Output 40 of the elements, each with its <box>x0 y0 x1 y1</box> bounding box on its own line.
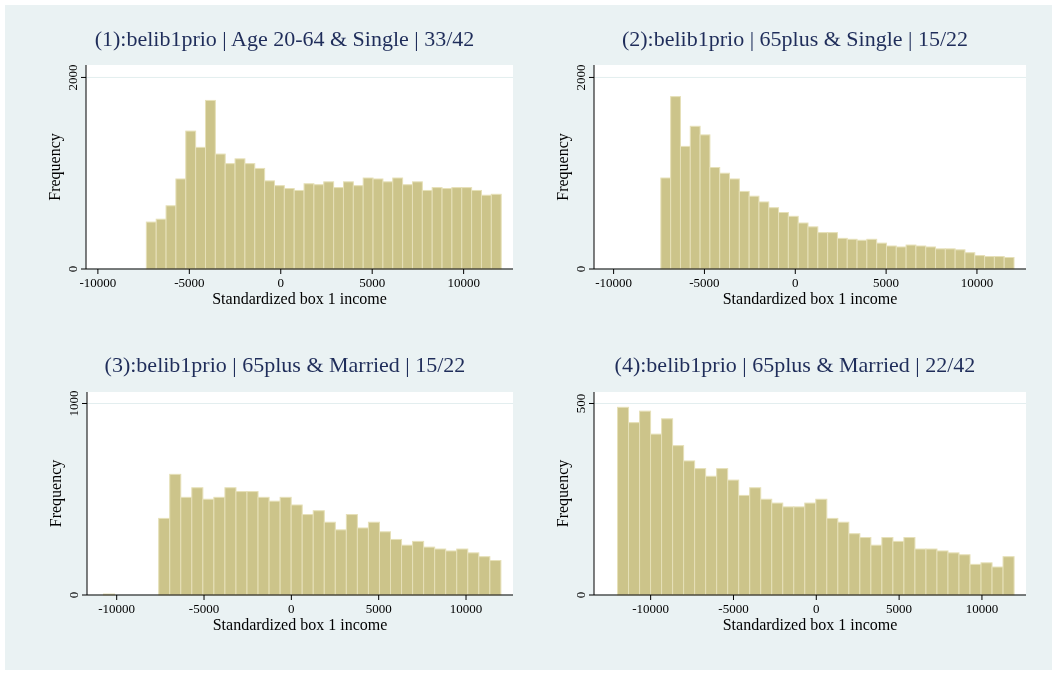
x-tick-label: -5000 <box>188 601 220 616</box>
x-tick-label: 0 <box>792 275 799 290</box>
x-tick-label: 10000 <box>447 275 480 290</box>
chart-title: (1):belib1prio | Age 20-64 & Single | 33/42 <box>94 26 475 51</box>
x-axis-title: Standardized box 1 income <box>212 616 388 633</box>
x-tick-label: -5000 <box>689 275 720 290</box>
y-tick-label: 0 <box>573 265 588 273</box>
chart-title: (4):belib1prio | 65plus & Married | 22/42 <box>614 352 976 377</box>
x-tick-label: -10000 <box>595 275 633 290</box>
x-tick-label: -5000 <box>718 601 749 616</box>
x-tick-label: 10000 <box>960 275 994 290</box>
x-tick-label: 0 <box>277 275 285 290</box>
y-axis-title: Frequency <box>554 459 572 528</box>
x-tick-label: 10000 <box>449 601 483 616</box>
y-tick-label: 2000 <box>573 64 588 91</box>
x-tick-label: -10000 <box>98 601 136 616</box>
x-tick-label: 5000 <box>873 275 900 290</box>
y-tick-label: 0 <box>65 265 80 273</box>
x-tick-label: 10000 <box>965 601 999 616</box>
x-axis-title: Standardized box 1 income <box>212 290 387 307</box>
x-tick-label: -5000 <box>174 275 205 290</box>
y-axis-title: Frequency <box>47 459 65 528</box>
y-axis-title: Frequency <box>554 133 572 201</box>
y-tick-label: 0 <box>573 591 588 599</box>
x-tick-label: -10000 <box>632 601 670 616</box>
x-axis-title: Standardized box 1 income <box>722 616 898 633</box>
x-tick-label: 5000 <box>886 601 913 616</box>
y-tick-label: 500 <box>573 393 588 414</box>
x-tick-label: 5000 <box>359 275 386 290</box>
x-tick-label: 0 <box>813 601 820 616</box>
x-axis-title: Standardized box 1 income <box>722 290 898 307</box>
x-tick-label: -10000 <box>79 275 117 290</box>
y-tick-label: 0 <box>66 591 81 599</box>
y-tick-label: 2000 <box>65 64 80 91</box>
chart-title: (2):belib1prio | 65plus & Single | 15/22 <box>621 26 969 51</box>
x-tick-label: 0 <box>288 601 295 616</box>
y-axis-title: Frequency <box>46 133 64 201</box>
y-tick-label: 1000 <box>66 390 81 417</box>
x-tick-label: 5000 <box>365 601 392 616</box>
chart-title: (3):belib1prio | 65plus & Married | 15/22 <box>104 352 466 377</box>
